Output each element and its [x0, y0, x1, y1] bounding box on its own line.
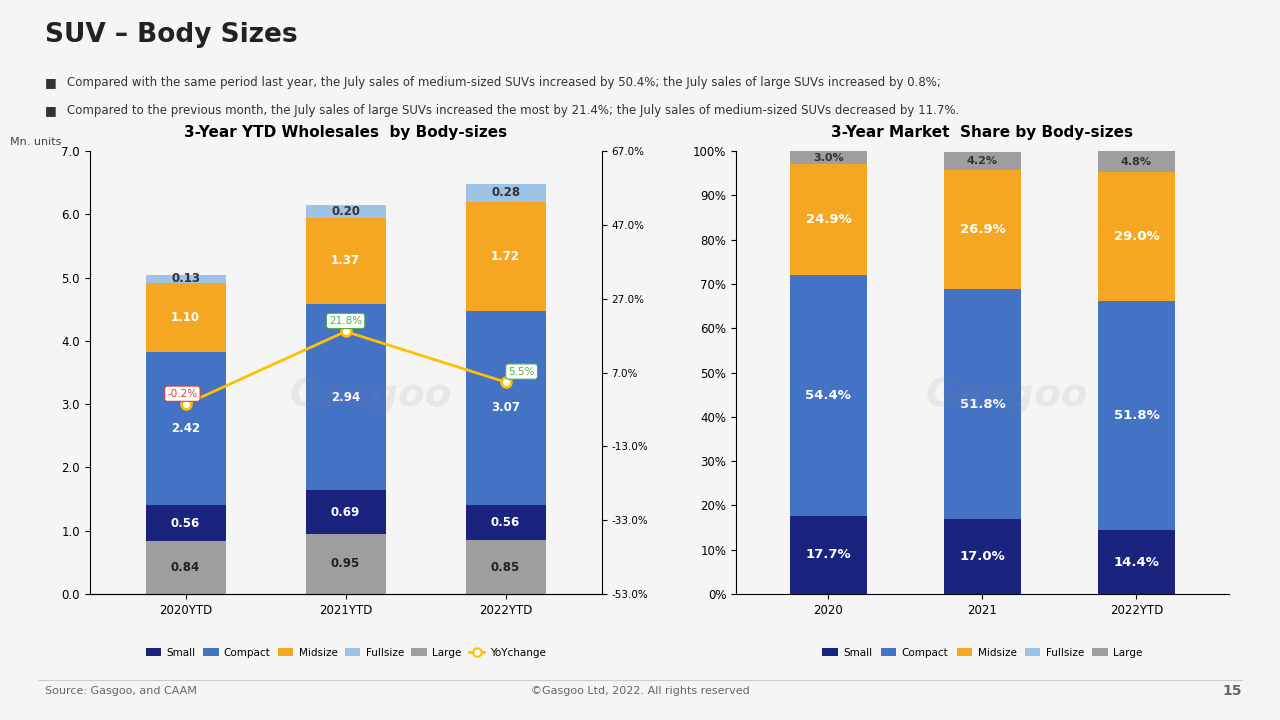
Bar: [466, 310, 545, 505]
Bar: [790, 151, 867, 164]
Title: 3-Year YTD Wholesales  by Body-sizes: 3-Year YTD Wholesales by Body-sizes: [184, 125, 507, 140]
Text: 54.4%: 54.4%: [805, 389, 851, 402]
Bar: [466, 184, 545, 202]
Legend: Small, Compact, Midsize, Fullsize, Large: Small, Compact, Midsize, Fullsize, Large: [818, 644, 1147, 662]
Text: 0.28: 0.28: [492, 186, 520, 199]
Bar: [1098, 301, 1175, 530]
Text: 15: 15: [1222, 684, 1242, 698]
Text: 21.8%: 21.8%: [329, 316, 362, 326]
Title: 3-Year Market  Share by Body-sizes: 3-Year Market Share by Body-sizes: [832, 125, 1133, 140]
Bar: [306, 205, 385, 217]
Bar: [146, 541, 225, 594]
Text: Compared to the previous month, the July sales of large SUVs increased the most : Compared to the previous month, the July…: [67, 104, 959, 117]
Bar: [790, 275, 867, 516]
Text: ■: ■: [45, 104, 56, 117]
Text: 0.95: 0.95: [332, 557, 360, 570]
Bar: [943, 152, 1021, 170]
Text: 3.0%: 3.0%: [813, 153, 844, 163]
Text: Mn. units: Mn. units: [10, 137, 61, 147]
Bar: [790, 516, 867, 594]
Text: 4.8%: 4.8%: [1121, 157, 1152, 167]
Text: 51.8%: 51.8%: [960, 397, 1005, 410]
Bar: [466, 505, 545, 540]
Text: Gasgoo: Gasgoo: [289, 376, 453, 414]
Text: Compared with the same period last year, the July sales of medium-sized SUVs inc: Compared with the same period last year,…: [67, 76, 941, 89]
Text: 5.5%: 5.5%: [508, 366, 535, 377]
Text: 0.69: 0.69: [332, 505, 360, 518]
Bar: [1098, 151, 1175, 173]
Bar: [1098, 530, 1175, 594]
Bar: [306, 305, 385, 490]
Text: 1.72: 1.72: [492, 250, 520, 263]
Text: 2.94: 2.94: [332, 391, 360, 404]
Bar: [943, 289, 1021, 518]
Bar: [790, 164, 867, 275]
Text: 2.42: 2.42: [172, 423, 200, 436]
Bar: [466, 202, 545, 310]
Text: 4.2%: 4.2%: [966, 156, 998, 166]
Text: 24.9%: 24.9%: [805, 213, 851, 226]
Text: 0.56: 0.56: [492, 516, 520, 529]
Text: Source: Gasgoo, and CAAM: Source: Gasgoo, and CAAM: [45, 686, 197, 696]
Text: 1.10: 1.10: [172, 311, 200, 324]
Text: 51.8%: 51.8%: [1114, 409, 1160, 422]
Bar: [943, 170, 1021, 289]
Bar: [306, 534, 385, 594]
Text: 0.85: 0.85: [492, 561, 520, 574]
Text: -0.2%: -0.2%: [168, 389, 197, 399]
Text: 0.84: 0.84: [172, 561, 200, 574]
Text: 0.13: 0.13: [172, 272, 200, 285]
Bar: [943, 518, 1021, 594]
Text: 26.9%: 26.9%: [960, 223, 1005, 236]
Legend: Small, Compact, Midsize, Fullsize, Large, YoYchange: Small, Compact, Midsize, Fullsize, Large…: [142, 644, 549, 662]
Bar: [466, 540, 545, 594]
Text: ■: ■: [45, 76, 56, 89]
Bar: [146, 505, 225, 541]
Bar: [306, 217, 385, 305]
Bar: [306, 490, 385, 534]
Text: ©Gasgoo Ltd, 2022. All rights reserved: ©Gasgoo Ltd, 2022. All rights reserved: [531, 686, 749, 696]
Text: SUV – Body Sizes: SUV – Body Sizes: [45, 22, 297, 48]
Text: Gasgoo: Gasgoo: [925, 376, 1088, 414]
Bar: [146, 352, 225, 505]
Text: 1.37: 1.37: [332, 254, 360, 267]
Text: 3.07: 3.07: [492, 401, 520, 414]
Text: 17.7%: 17.7%: [805, 549, 851, 562]
Bar: [1098, 173, 1175, 301]
Text: 14.4%: 14.4%: [1114, 556, 1160, 569]
Text: 29.0%: 29.0%: [1114, 230, 1160, 243]
Text: 17.0%: 17.0%: [960, 550, 1005, 563]
Text: 0.56: 0.56: [172, 517, 200, 530]
Text: 0.20: 0.20: [332, 204, 360, 217]
Bar: [146, 274, 225, 283]
Bar: [146, 283, 225, 352]
